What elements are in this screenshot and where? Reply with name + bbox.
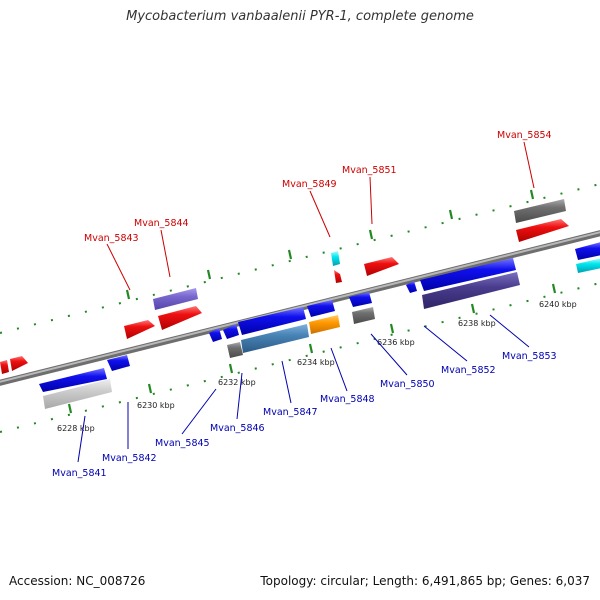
genome-stats-text: Topology: circular; Length: 6,491,865 bp… [260, 574, 590, 588]
gene-label-mvan-5847: Mvan_5847 [263, 407, 318, 418]
gene-arrow-mvan-5852 [420, 258, 516, 291]
accession-text: Accession: NC_008726 [9, 574, 146, 588]
genome-backbone-highlight [0, 231, 600, 383]
gene-arrow-blue [107, 355, 130, 371]
gene-arrow-red [10, 356, 28, 371]
gene-label-mvan-5854: Mvan_5854 [497, 130, 552, 141]
map-title: Mycobacterium vanbaalenii PYR-1, complet… [126, 9, 474, 24]
gene-label-mvan-5851: Mvan_5851 [342, 165, 397, 176]
gene-label-mvan-5850: Mvan_5850 [380, 379, 435, 390]
tick-label-6230: 6230 kbp [137, 401, 175, 410]
gene-arrow-mvan-5846 [238, 307, 306, 335]
tick-labels: 6228 kbp 6230 kbp 6232 kbp 6234 kbp 6236… [57, 300, 577, 433]
gene-label-mvan-5852: Mvan_5852 [441, 365, 496, 376]
gene-label-mvan-5843: Mvan_5843 [84, 233, 139, 244]
tick-label-6238: 6238 kbp [458, 319, 496, 328]
gene-box-mvan-5847 [241, 324, 309, 353]
gene-label-mvan-5841: Mvan_5841 [52, 468, 107, 479]
gene-label-mvan-5849: Mvan_5849 [282, 179, 337, 190]
gene-labels: Mvan_5843 Mvan_5844 Mvan_5849 Mvan_5851 … [52, 130, 557, 479]
gene-arrow-blue [349, 292, 372, 307]
gene-box-orange [309, 315, 340, 334]
gene-box-gray [227, 342, 243, 358]
gene-box-mvan-5854 [514, 199, 566, 223]
gene-label-mvan-5842: Mvan_5842 [102, 453, 157, 464]
gene-label-mvan-5846: Mvan_5846 [210, 423, 265, 434]
gene-box-mvan-5842 [43, 379, 112, 409]
major-ticks [67, 189, 557, 414]
gene-box-mvan-5850 [352, 307, 375, 324]
tick-label-6228: 6228 kbp [57, 424, 95, 433]
tick-label-6240: 6240 kbp [539, 300, 577, 309]
gene-arrow-mvan-5843 [124, 320, 155, 339]
gene-label-mvan-5848: Mvan_5848 [320, 394, 375, 405]
gene-arrow-blue [575, 242, 600, 260]
tick-label-6236: 6236 kbp [377, 338, 415, 347]
gene-label-mvan-5853: Mvan_5853 [502, 351, 557, 362]
gene-arrow-mvan-5841 [39, 368, 107, 392]
gene-arrow-mvan-5848 [307, 300, 335, 317]
gene-box-purple [153, 288, 198, 310]
gene-label-mvan-5845: Mvan_5845 [155, 438, 210, 449]
label-leaders [77, 141, 535, 463]
tick-label-6234: 6234 kbp [297, 358, 335, 367]
tick-label-6232: 6232 kbp [218, 378, 256, 387]
gene-arrow-mvan-5849 [334, 270, 342, 283]
gene-arrow-blue [209, 328, 222, 342]
gene-arrow-red [516, 219, 569, 242]
gene-arrow-blue [406, 281, 417, 293]
gene-box-cyan [331, 251, 340, 266]
gene-box-cyan [576, 258, 600, 273]
gene-features [0, 199, 600, 409]
gene-label-mvan-5844: Mvan_5844 [134, 218, 189, 229]
gene-box-mvan-5853 [422, 272, 520, 309]
gene-arrow-red [0, 360, 9, 374]
gene-arrow-mvan-5851 [364, 257, 399, 276]
gene-arrow-mvan-5845 [223, 324, 239, 339]
gene-arrow-mvan-5844 [158, 306, 202, 330]
